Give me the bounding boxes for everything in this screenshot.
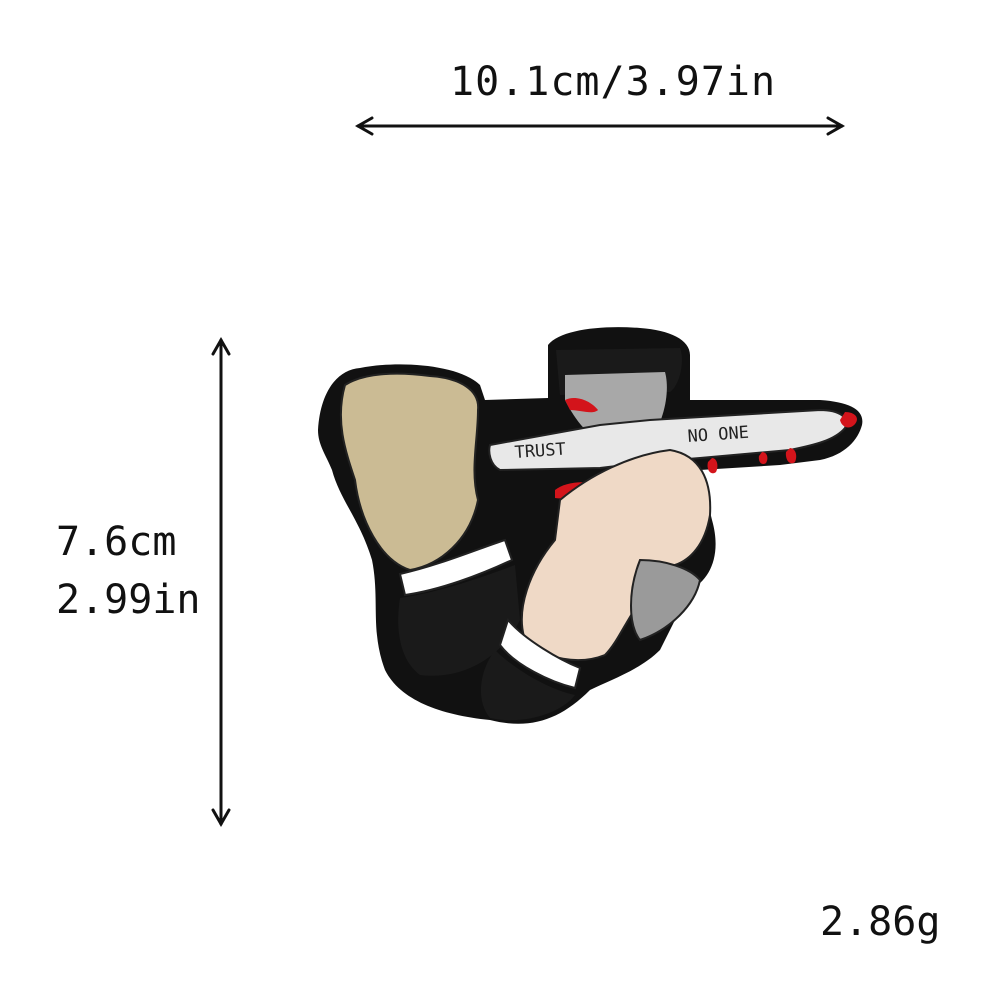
width-measurement-label: 10.1cm/3.97in (450, 59, 777, 105)
knife-blade (488, 408, 848, 472)
left-fist (339, 372, 480, 572)
right-cuff (498, 617, 582, 690)
width-arrow (354, 116, 846, 136)
weight-label: 2.86g (820, 899, 941, 945)
embroidered-patch: TRUST NO ONE (318, 327, 863, 724)
blade-text-no-one: NO ONE (687, 423, 750, 447)
right-sleeve (480, 650, 575, 721)
left-sleeve (398, 565, 520, 676)
height-arrow (211, 336, 231, 828)
height-in-label: 2.99in (56, 577, 201, 623)
blade-text-trust: TRUST (514, 439, 566, 463)
left-cuff (398, 538, 514, 597)
knife-handle-bottom (630, 558, 702, 642)
height-cm-label: 7.6cm (56, 519, 177, 565)
